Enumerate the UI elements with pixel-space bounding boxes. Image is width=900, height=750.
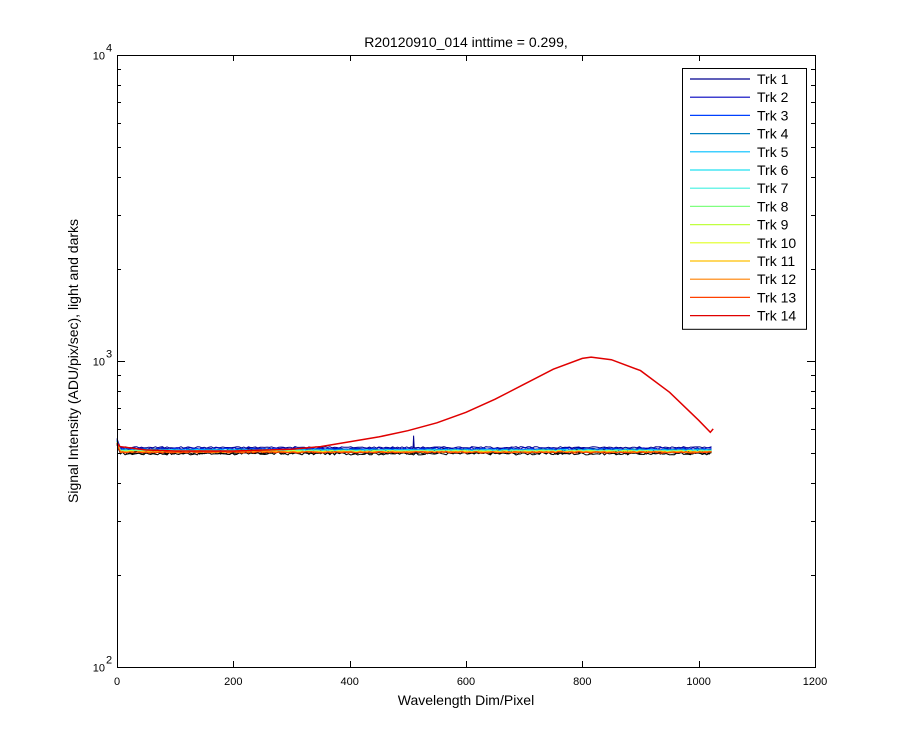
legend-label-3: Trk 3 [757, 107, 789, 123]
y-tick-label-base: 10 [93, 357, 105, 369]
legend-label-6: Trk 6 [757, 162, 789, 178]
data-series-group [116, 356, 714, 456]
legend-label-5: Trk 5 [757, 144, 789, 160]
x-tick-label: 0 [114, 676, 120, 688]
legend-label-7: Trk 7 [757, 180, 789, 196]
legend-label-13: Trk 13 [757, 289, 796, 305]
y-tick-label-exponent: 2 [106, 655, 112, 667]
y-tick-label-exponent: 4 [106, 43, 112, 55]
x-tick-label: 800 [573, 676, 591, 688]
x-tick-label: 200 [224, 676, 242, 688]
x-tick-label: 1000 [686, 676, 710, 688]
legend: Trk 1 Trk 2 Trk 3 Trk 4 Trk 5 Trk 6 Trk 7 Trk 8… [682, 68, 807, 330]
legend-label-11: Trk 11 [757, 253, 795, 269]
legend-label-14: Trk 14 [757, 308, 796, 324]
y-tick-label-exponent: 3 [106, 349, 112, 361]
x-tick-label: 400 [340, 676, 358, 688]
series-line-13 [116, 443, 712, 454]
series-line-1 [116, 435, 712, 449]
chart-title: R20120910_014 inttime = 0.299, [364, 34, 568, 50]
y-tick-label-base: 10 [93, 51, 105, 63]
legend-label-12: Trk 12 [757, 271, 796, 287]
legend-label-2: Trk 2 [757, 89, 789, 105]
legend-label-9: Trk 9 [757, 217, 789, 233]
x-tick-label: 1200 [803, 676, 827, 688]
legend-label-1: Trk 1 [757, 71, 789, 87]
legend-label-8: Trk 8 [757, 198, 789, 214]
x-axis-label: Wavelength Dim/Pixel [398, 692, 534, 708]
y-axis-label: Signal Intensity (ADU/pix/sec), light an… [65, 219, 81, 503]
legend-label-10: Trk 10 [757, 235, 796, 251]
y-tick-label-base: 10 [93, 663, 105, 675]
series-line-14 [116, 356, 714, 452]
legend-box [682, 68, 807, 330]
x-tick-label: 600 [457, 676, 475, 688]
legend-label-4: Trk 4 [757, 126, 789, 142]
